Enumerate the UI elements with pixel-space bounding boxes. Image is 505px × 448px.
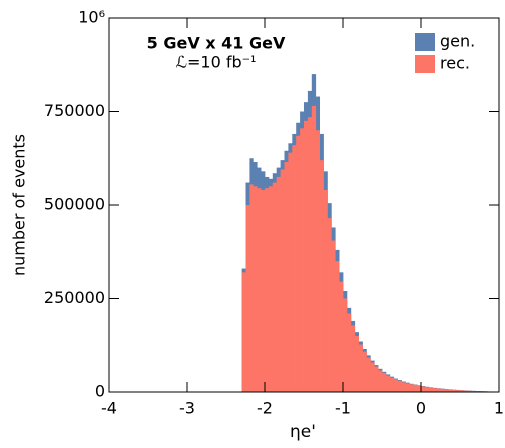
histogram-bar [292,145,297,392]
histogram-bar [265,188,270,392]
histogram-bar [393,379,398,392]
histogram-bar [296,135,301,392]
y-tick-label: 750000 [44,101,105,120]
histogram-bar [401,382,406,392]
histogram-bar [436,388,441,392]
x-tick-label: -3 [179,399,195,418]
histogram-bar [245,205,250,392]
histogram-bar [315,130,320,392]
histogram-bar [417,385,422,392]
histogram-bar [362,351,367,392]
histogram-bar [444,389,449,392]
histogram-bar [319,160,324,392]
annotation: ℒ=10 fb⁻¹ [175,53,256,72]
histogram-bar [432,388,437,392]
histogram-bar [284,161,289,392]
histogram-bar [374,366,379,392]
histogram-bar [448,389,453,392]
histogram-bar [424,387,430,392]
histogram-bar [339,281,344,392]
histogram-bar [463,390,469,392]
legend-swatch [415,55,435,73]
x-tick-label: -1 [335,399,351,418]
histogram-bar [272,182,278,392]
histogram-bar [397,380,402,392]
histogram-bar [409,384,414,392]
plot-area [241,74,500,393]
histogram-bar [378,370,383,392]
histogram-bar [428,387,434,392]
histogram-bar [421,386,426,392]
legend-label: gen. [440,32,475,51]
histogram-bar [311,105,317,392]
y-tick-label: 500000 [44,195,105,214]
histogram-bar [288,152,293,392]
histogram-bar [280,169,285,392]
histogram-bar [300,128,305,392]
histogram-bar [389,377,395,392]
histogram-bar [335,261,340,392]
legend-label: rec. [440,54,470,73]
histogram-bar [366,357,371,392]
histogram-bar [405,383,410,392]
histogram-bar [257,188,262,392]
histogram-bar [440,388,445,392]
histogram-bar [249,184,254,392]
histogram-bar [346,313,352,392]
histogram-bar [261,190,266,392]
histogram-bar [471,390,476,392]
x-tick-label: -4 [101,399,117,418]
histogram-bar [460,390,465,392]
x-tick-label: 1 [494,399,504,418]
histogram-bar [343,298,348,392]
x-axis-label: ηe' [290,422,316,442]
histogram-bar [268,186,274,392]
histogram-bar [452,389,457,392]
annotation: 5 GeV x 41 GeV [147,34,286,53]
histogram-bar [354,335,359,392]
histogram-bar [307,117,313,393]
histogram-bar [358,344,363,392]
histogram-bar [456,390,461,392]
y-tick-label: 250000 [44,288,105,307]
y-tick-label: 0 [95,382,105,401]
histogram-bar [304,120,309,392]
y-axis-label: number of events [10,134,29,276]
histogram-bar [331,240,336,392]
histogram-bar [241,272,246,392]
histogram-bar [413,384,418,392]
histogram-bar [385,375,391,392]
histogram-bar [323,190,328,392]
legend-swatch [415,33,435,51]
histogram-bar [350,325,356,392]
y-tick-label: 10⁶ [78,8,105,27]
histogram-bar [253,186,258,392]
histogram-bar [382,372,387,392]
histogram-bar [370,362,375,392]
histogram-bar [467,390,473,392]
x-tick-label: -2 [257,399,273,418]
histogram-bar [276,176,281,392]
histogram-bar [327,218,332,392]
x-tick-label: 0 [416,399,426,418]
